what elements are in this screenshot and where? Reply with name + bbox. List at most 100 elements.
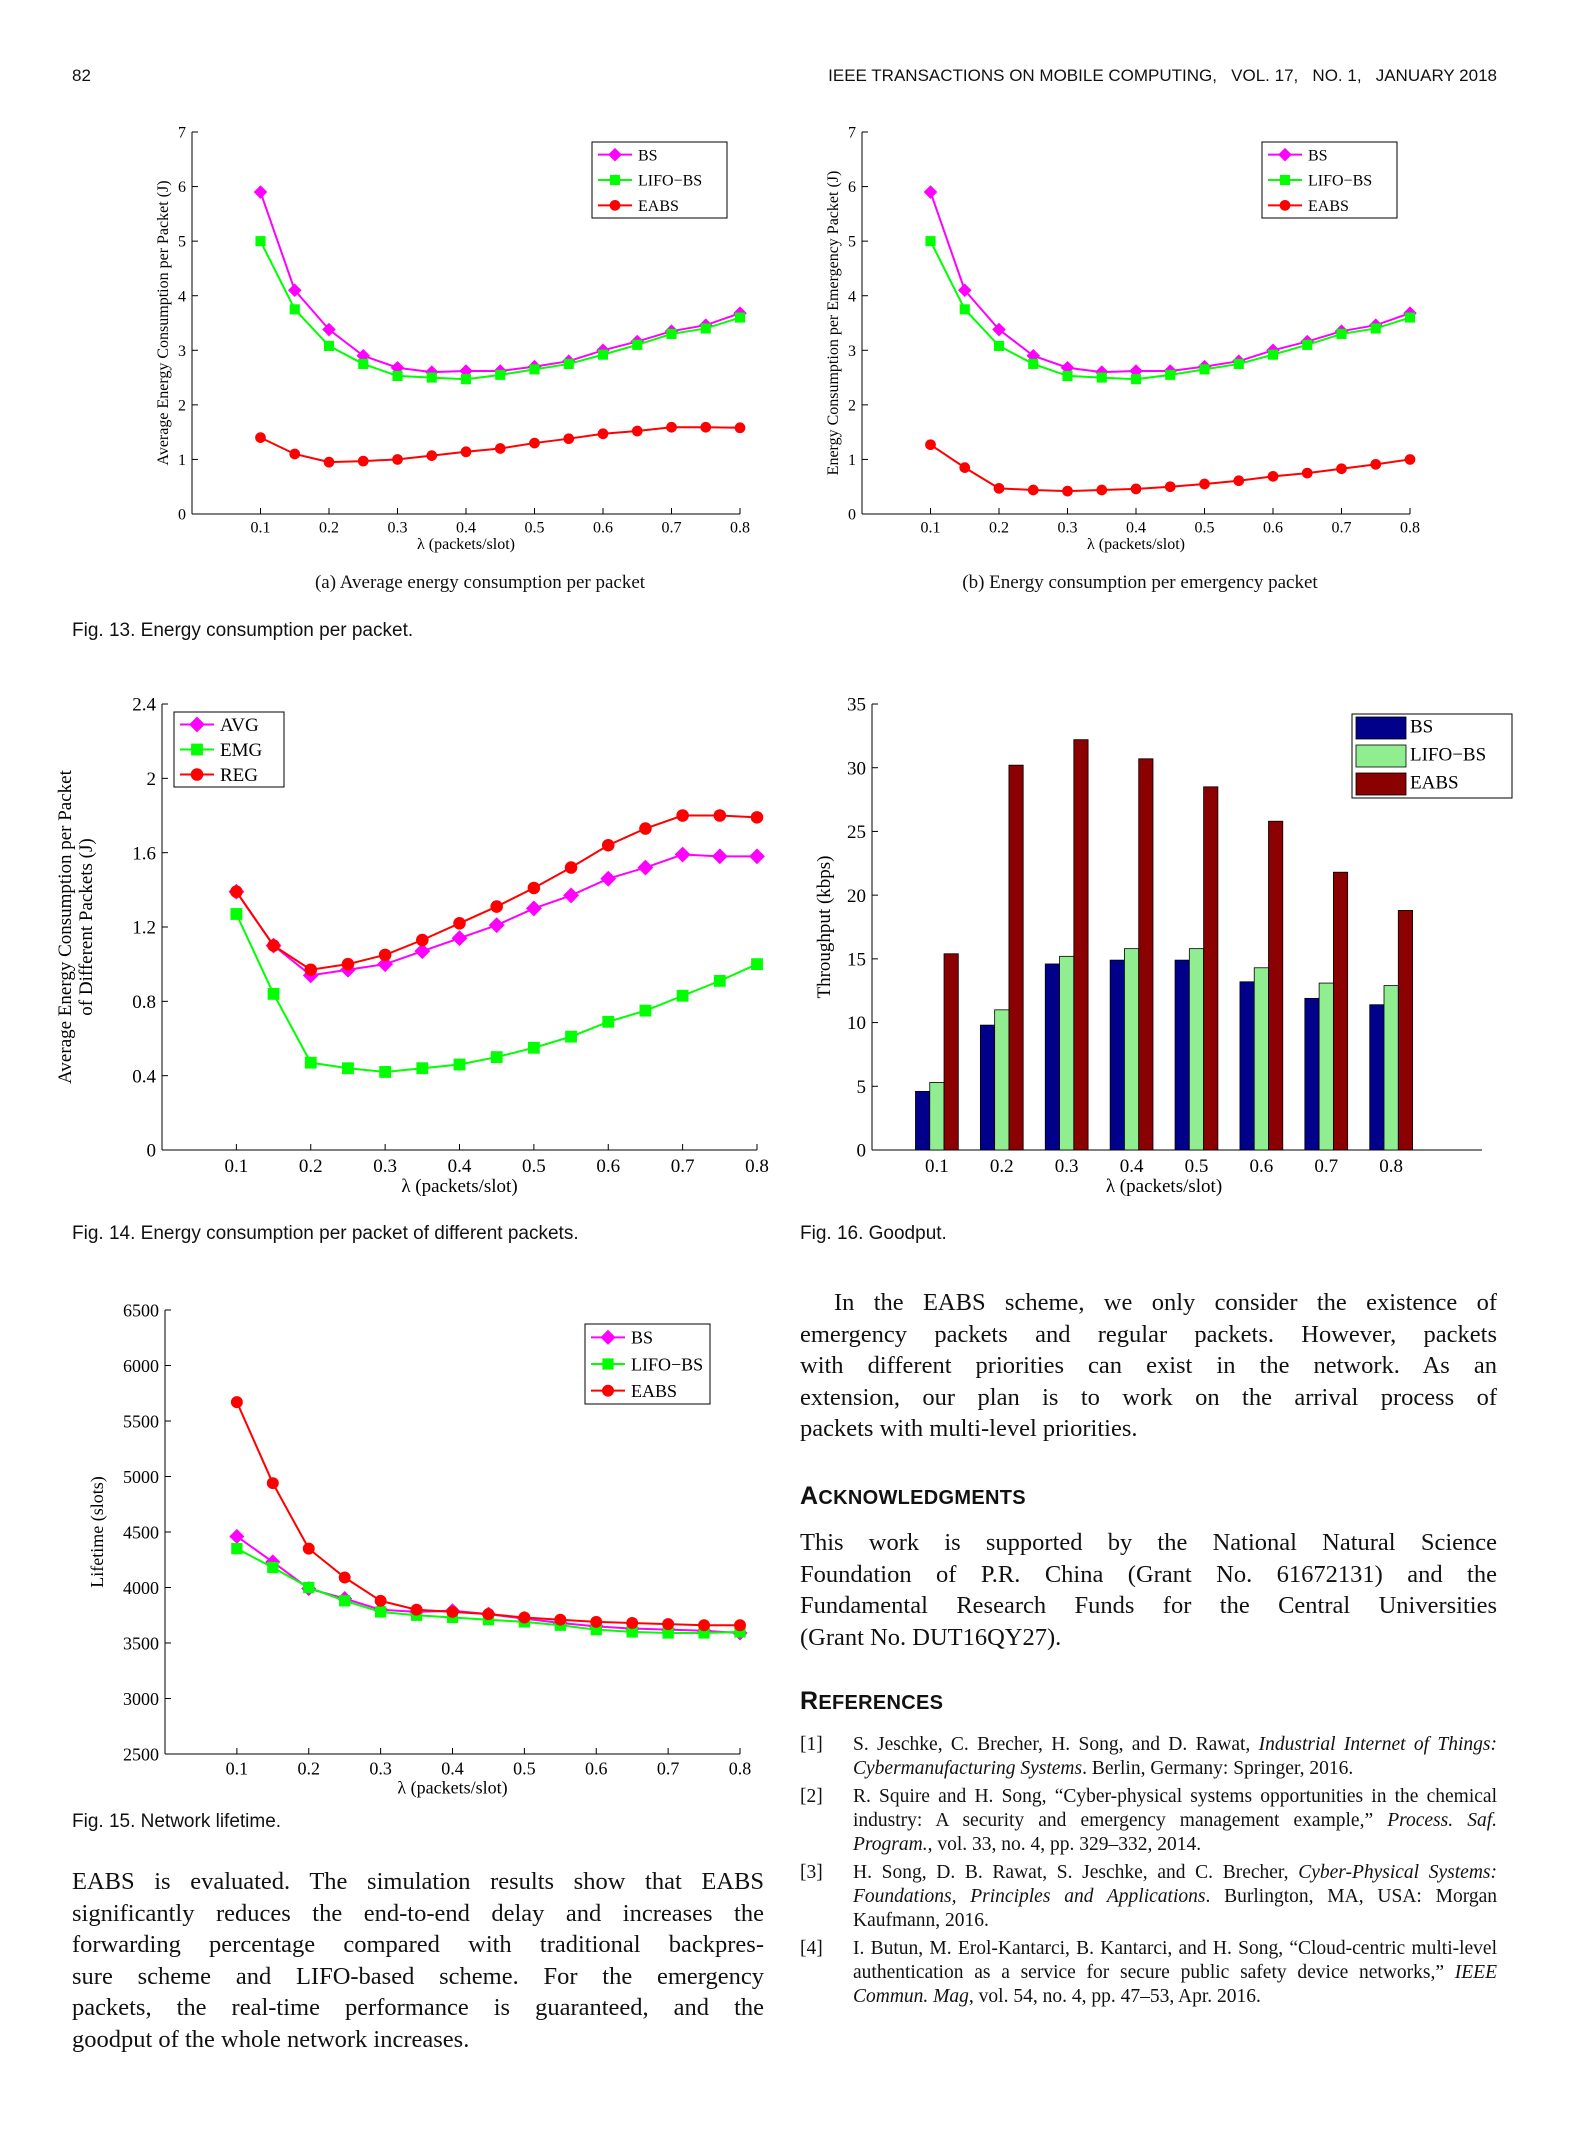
data-point bbox=[1233, 475, 1245, 487]
bar-lifobs bbox=[1318, 982, 1334, 1151]
x-axis-label: λ (packets/slot) bbox=[1087, 536, 1185, 553]
data-point bbox=[713, 974, 726, 987]
bar-eabs bbox=[1138, 758, 1154, 1151]
y-tick-label: 0.8 bbox=[132, 992, 156, 1013]
x-tick-label: 0.8 bbox=[730, 519, 750, 536]
bar-lifobs bbox=[994, 1009, 1010, 1151]
figure-15-caption: Fig. 15. Network lifetime. bbox=[72, 1811, 282, 1832]
data-point bbox=[255, 432, 266, 443]
y-tick-label: 5500 bbox=[123, 1411, 159, 1431]
data-point bbox=[1404, 454, 1416, 465]
bar-eabs bbox=[1268, 820, 1284, 1151]
body-line: significantly reduces the end-to-end del… bbox=[72, 1899, 764, 1927]
x-tick-label: 0.6 bbox=[585, 1759, 608, 1779]
data-point bbox=[959, 304, 970, 315]
body-line: EABS is evaluated. The simulation result… bbox=[72, 1868, 764, 1895]
series-lifobs bbox=[255, 236, 746, 385]
data-point bbox=[1062, 370, 1073, 381]
x-axis-label: λ (packets/slot) bbox=[417, 536, 515, 553]
x-tick-label: 0.2 bbox=[319, 519, 339, 536]
data-point bbox=[495, 369, 506, 380]
bar-bs bbox=[1239, 981, 1255, 1151]
data-point bbox=[639, 1004, 652, 1017]
legend-label: EABS bbox=[631, 1381, 677, 1401]
figure-15-chart: 2500 3000 3500 4000 4500 5000 5500 6000 6500 0.1 0… bbox=[87, 1300, 751, 1798]
data-point bbox=[253, 185, 268, 199]
data-point bbox=[750, 811, 764, 824]
x-tick-label: 0.8 bbox=[745, 1156, 769, 1177]
data-point bbox=[460, 374, 472, 385]
y-tick-label: 0 bbox=[848, 507, 856, 524]
x-tick-label: 0.6 bbox=[1249, 1156, 1273, 1177]
data-point bbox=[666, 328, 677, 339]
y-tick-label: 2 bbox=[147, 769, 157, 790]
x-tick-label: 0.2 bbox=[299, 1156, 323, 1177]
data-point bbox=[267, 987, 280, 1000]
y-tick-label: 6000 bbox=[123, 1356, 159, 1376]
data-point bbox=[266, 1477, 279, 1490]
legend-label: BS bbox=[631, 1328, 653, 1348]
data-point bbox=[230, 1396, 243, 1409]
legend-label: EMG bbox=[220, 740, 263, 761]
figure-13a-subcaption: (a) Average energy consumption per packe… bbox=[314, 572, 646, 593]
body-line: sure scheme and LIFO-based scheme. For t… bbox=[72, 1962, 764, 1990]
body-line: packets with multi-level priorities. bbox=[800, 1415, 1138, 1442]
bar-eabs bbox=[1332, 871, 1349, 1151]
bar-lifobs bbox=[1059, 955, 1075, 1151]
body-line: This work is supported by the National N… bbox=[800, 1529, 1497, 1556]
legend-label: AVG bbox=[220, 715, 259, 736]
data-point bbox=[925, 439, 936, 451]
data-point bbox=[379, 1066, 392, 1078]
x-tick-label: 0.6 bbox=[596, 1156, 620, 1177]
data-point bbox=[1370, 323, 1381, 334]
data-point bbox=[189, 716, 205, 733]
data-point bbox=[229, 1528, 245, 1544]
reference-list: [1] S. Jeschke, C. Brecher, H. Song, and … bbox=[800, 1733, 1497, 2013]
data-point bbox=[1336, 463, 1347, 475]
y-tick-label: 0 bbox=[178, 507, 186, 524]
bar-eabs bbox=[1203, 786, 1219, 1151]
data-point bbox=[700, 323, 711, 334]
data-point bbox=[339, 1595, 351, 1607]
x-tick-label: 0.6 bbox=[1263, 519, 1283, 536]
data-point bbox=[700, 421, 712, 433]
x-tick-label: 0.4 bbox=[1126, 519, 1146, 536]
x-tick-label: 0.4 bbox=[456, 519, 476, 536]
data-point bbox=[267, 1561, 279, 1574]
bar-bs bbox=[1109, 959, 1125, 1151]
x-axis-label: λ (packets/slot) bbox=[1106, 1176, 1222, 1197]
x-tick-label: 0.3 bbox=[1058, 519, 1078, 536]
series-eabs bbox=[230, 1396, 746, 1632]
data-point bbox=[600, 870, 617, 887]
data-point bbox=[749, 848, 765, 865]
body-line: emergency packets and regular packets. H… bbox=[800, 1320, 1497, 1348]
data-point bbox=[1301, 467, 1313, 479]
y-axis-label: Average Energy Consumption per Packet bbox=[55, 769, 76, 1083]
data-point bbox=[631, 425, 643, 437]
data-point bbox=[609, 174, 621, 186]
data-point bbox=[342, 1062, 354, 1075]
data-point bbox=[482, 1608, 495, 1621]
series-lifobs bbox=[925, 236, 1416, 385]
data-point bbox=[1267, 470, 1279, 482]
data-point bbox=[1130, 483, 1142, 495]
y-tick-label: 7 bbox=[848, 125, 856, 142]
legend-label: LIFO−BS bbox=[1410, 744, 1486, 765]
y-tick-label: 10 bbox=[847, 1013, 866, 1034]
data-point bbox=[676, 989, 689, 1002]
legend-swatch bbox=[1355, 772, 1407, 796]
data-point bbox=[529, 437, 540, 449]
data-point bbox=[527, 881, 541, 895]
legend-label: BS bbox=[638, 147, 658, 164]
legend-label: EABS bbox=[1308, 198, 1349, 215]
y-tick-label: 5 bbox=[848, 234, 856, 251]
data-point bbox=[378, 948, 392, 962]
body-line: packets, the real-time performance is gu… bbox=[72, 1994, 764, 2021]
body-line: Fundamental Research Funds for the Centr… bbox=[800, 1592, 1497, 1619]
y-tick-label: 0 bbox=[147, 1141, 157, 1162]
y-tick-label: 30 bbox=[847, 758, 866, 779]
x-tick-label: 0.5 bbox=[513, 1759, 536, 1779]
data-point bbox=[518, 1611, 531, 1624]
journal-header: IEEE TRANSACTIONS ON MOBILE COMPUTING, V… bbox=[828, 66, 1497, 85]
series-line bbox=[259, 240, 741, 381]
